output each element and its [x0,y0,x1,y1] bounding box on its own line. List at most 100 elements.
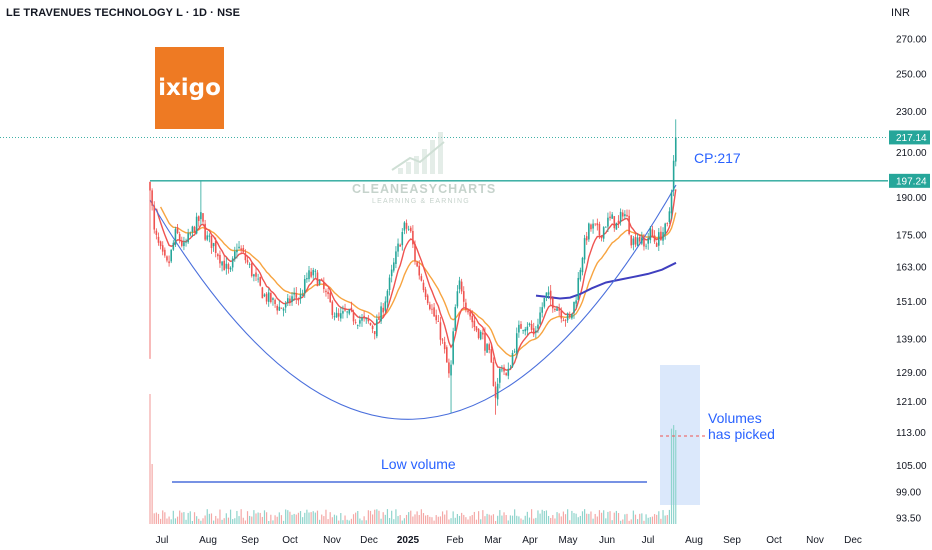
volume-bar [484,516,486,524]
candle-body [181,240,183,246]
candle-body [524,329,527,332]
candle-body [658,232,660,246]
candle-body [348,309,351,314]
candle-body [490,349,493,363]
candle-body [401,231,404,246]
volume-bar [522,519,524,524]
volume-bar [634,514,637,524]
candle-body [350,307,353,311]
watermark-chart-icon [391,132,445,174]
candle-body [670,192,673,214]
volume-bar [204,515,206,524]
candle-body [486,344,488,353]
candle-body [164,249,166,256]
volume-bar [524,515,526,524]
volume-bar [461,512,463,524]
candle-body [210,235,213,249]
volume-bar [168,516,170,524]
volume-bar [234,518,236,524]
volume-bar [584,509,586,524]
candle-body [337,313,340,317]
watermark-bar [438,132,443,174]
volume-bar [528,517,531,524]
watermark-trend [391,141,445,171]
candle-body [405,222,408,229]
volume-bar [448,519,450,524]
volume-bar [480,519,482,524]
candle-body [403,222,406,231]
candle-body [378,317,380,320]
candle-body [458,280,461,290]
price-tick-label: 129.00 [896,368,927,379]
time-tick-label: Feb [446,535,464,546]
volume-bar [344,515,346,524]
volume-bar [535,517,537,524]
time-tick-label: Jun [599,535,615,546]
candle-body [409,227,412,232]
candle-body [219,254,221,264]
candle-body [306,278,308,280]
price-badge [889,173,930,188]
volume-bar [202,518,204,524]
candle-body [552,298,554,309]
candle-body [246,260,249,263]
candle-body [329,293,331,303]
candle-body [581,257,584,273]
volume-bar [213,520,215,524]
volume-bar [456,514,458,524]
volume-bar [179,510,181,524]
volume-bar [433,520,435,524]
volume-bar [348,520,350,524]
volume-bar [255,513,257,524]
candle-body [193,226,196,233]
volume-bar [295,514,297,524]
volume-bar [251,516,253,524]
candle-body [202,213,204,222]
volume-bar [577,517,579,524]
time-tick-label: Nov [806,535,824,546]
volume-bar [302,517,304,524]
logo-text: ixigo [158,75,221,101]
candle-body [204,223,206,240]
candle-body [418,265,421,276]
candle-body [270,292,272,303]
volume-bar [335,515,338,524]
candle-body [376,319,378,337]
candle-body [535,330,537,333]
volume-bar [497,515,499,524]
candle-body [354,322,357,324]
volume-bar [217,518,219,524]
time-tick-label: Oct [766,535,782,546]
volume-bar [418,515,420,524]
candle-body [520,324,522,329]
candle-body [537,324,539,329]
volume-bar [276,516,278,524]
volume-bar [435,515,437,524]
volume-bars [149,394,677,524]
candle-body [253,274,255,277]
candle-body [505,373,507,376]
time-tick-label: 2025 [397,535,420,546]
candle-body [518,324,520,333]
volume-bar [151,464,153,524]
candle-body [149,181,151,191]
candle-body [651,229,654,236]
candle-body [412,230,414,245]
volume-bar [656,514,658,524]
volume-bar [509,515,511,524]
volume-bar [586,513,588,524]
candle-body [501,369,503,371]
volume-bar [562,511,564,524]
candle-body [231,258,234,268]
candle-body [420,276,423,281]
candle-body [223,260,225,271]
volume-bar [219,509,221,524]
candle-body [564,319,567,321]
candle-body [585,236,588,241]
volume-bar [342,520,344,524]
volume-bar [543,511,545,524]
candle-body [278,306,281,311]
candle-body [172,242,175,250]
candle-body [530,324,533,330]
